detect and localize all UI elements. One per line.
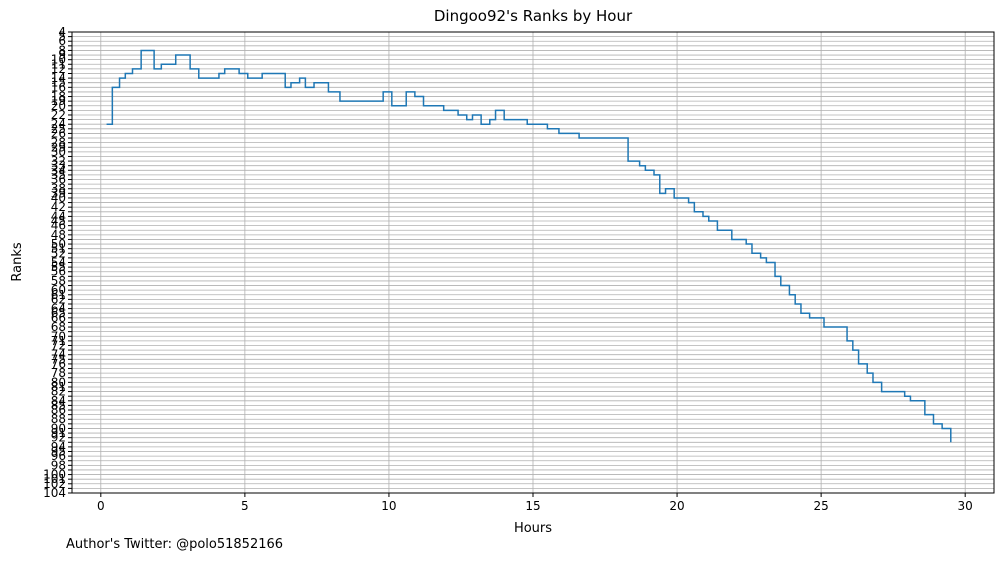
- y-tick-label: 44: [51, 209, 66, 223]
- y-tick-label: 16: [51, 80, 66, 94]
- y-tick-label: 26: [51, 126, 66, 140]
- y-tick-label: 24: [51, 117, 66, 131]
- y-tick-label: 62: [51, 292, 66, 306]
- y-tick-label: 9: [58, 48, 66, 62]
- x-axis-label: Hours: [514, 521, 552, 536]
- y-tick-label: 86: [51, 403, 66, 417]
- x-tick-label: 20: [669, 499, 684, 513]
- y-tick-label: 12: [51, 62, 66, 76]
- y-tick-label: 18: [51, 90, 66, 104]
- y-tick-label: 42: [51, 200, 66, 214]
- y-tick-label: 11: [51, 57, 66, 71]
- y-tick-label: 85: [51, 398, 66, 412]
- y-tick-label: 40: [51, 191, 66, 205]
- y-tick-label: 84: [51, 394, 66, 408]
- y-tick-label: 65: [51, 306, 66, 320]
- y-tick-label: 74: [51, 348, 66, 362]
- y-tick-label: 52: [51, 246, 66, 260]
- y-tick-label: 98: [51, 458, 66, 472]
- y-tick-label: 36: [51, 173, 66, 187]
- y-tick-label: 51: [51, 242, 66, 256]
- y-tick-label: 5: [58, 30, 66, 44]
- y-tick-label: 39: [51, 186, 66, 200]
- y-tick-label: 6: [58, 34, 66, 48]
- x-axis-ticks: 0 5 10 15 20 25 30: [97, 493, 973, 513]
- rank-step-line: [106, 49, 952, 443]
- y-tick-label: 35: [51, 168, 66, 182]
- plot-series: [106, 49, 952, 443]
- y-tick-label: 66: [51, 311, 66, 325]
- y-tick-label: 50: [51, 237, 66, 251]
- x-tick-label: 10: [381, 499, 396, 513]
- y-tick-label: 72: [51, 338, 66, 352]
- y-tick-label: 32: [51, 154, 66, 168]
- x-tick-label: 15: [525, 499, 540, 513]
- y-tick-label: 75: [51, 352, 66, 366]
- y-tick-label: 61: [51, 288, 66, 302]
- y-tick-label: 71: [51, 334, 66, 348]
- grid-lines: [72, 31, 994, 494]
- y-tick-label: 46: [51, 219, 66, 233]
- y-tick-label: 92: [51, 431, 66, 445]
- y-tick-label: 64: [51, 302, 66, 316]
- y-tick-label: 76: [51, 357, 66, 371]
- y-tick-label: 19: [51, 94, 66, 108]
- y-tick-label: 25: [51, 122, 66, 136]
- y-tick-label: 45: [51, 214, 66, 228]
- author-credit: Author's Twitter: @polo51852166: [66, 537, 284, 552]
- y-tick-label: 88: [51, 412, 66, 426]
- y-tick-label: 55: [51, 260, 66, 274]
- y-tick-label: 102: [43, 477, 66, 491]
- y-tick-label: 29: [51, 140, 66, 154]
- y-tick-label: 100: [43, 468, 66, 482]
- y-tick-label: 104: [43, 486, 66, 500]
- x-tick-label: 25: [813, 499, 828, 513]
- y-tick-label: 10: [51, 53, 66, 67]
- y-tick-label: 90: [51, 421, 66, 435]
- y-tick-label: 28: [51, 136, 66, 150]
- y-axis-label: Ranks: [10, 242, 25, 281]
- y-tick-label: 30: [51, 145, 66, 159]
- y-tick-label: 81: [51, 380, 66, 394]
- y-tick-label: 8: [58, 43, 66, 57]
- y-tick-label: 20: [51, 99, 66, 113]
- y-tick-label: 60: [51, 283, 66, 297]
- x-tick-label: 30: [958, 499, 973, 513]
- y-tick-label: 101: [43, 472, 66, 486]
- y-tick-label: 4: [58, 25, 66, 39]
- y-tick-label: 78: [51, 366, 66, 380]
- y-tick-label: 38: [51, 182, 66, 196]
- chart-title: Dingoo92's Ranks by Hour: [434, 7, 633, 25]
- y-tick-label: 95: [51, 445, 66, 459]
- y-tick-label: 58: [51, 274, 66, 288]
- y-axis-ticks: 4568910111214151618192022242526282930323…: [43, 25, 72, 500]
- y-tick-label: 80: [51, 375, 66, 389]
- y-tick-label: 68: [51, 320, 66, 334]
- x-tick-label: 5: [241, 499, 249, 513]
- y-tick-label: 91: [51, 426, 66, 440]
- y-tick-label: 54: [51, 256, 66, 270]
- y-tick-label: 34: [51, 163, 66, 177]
- y-tick-label: 22: [51, 108, 66, 122]
- y-tick-label: 14: [51, 71, 66, 85]
- x-tick-label: 0: [97, 499, 105, 513]
- y-tick-label: 48: [51, 228, 66, 242]
- y-tick-label: 33: [51, 159, 66, 173]
- y-tick-label: 94: [51, 440, 66, 454]
- y-tick-label: 96: [51, 449, 66, 463]
- y-tick-label: 56: [51, 265, 66, 279]
- y-tick-label: 82: [51, 385, 66, 399]
- y-tick-label: 70: [51, 329, 66, 343]
- y-tick-label: 15: [51, 76, 66, 90]
